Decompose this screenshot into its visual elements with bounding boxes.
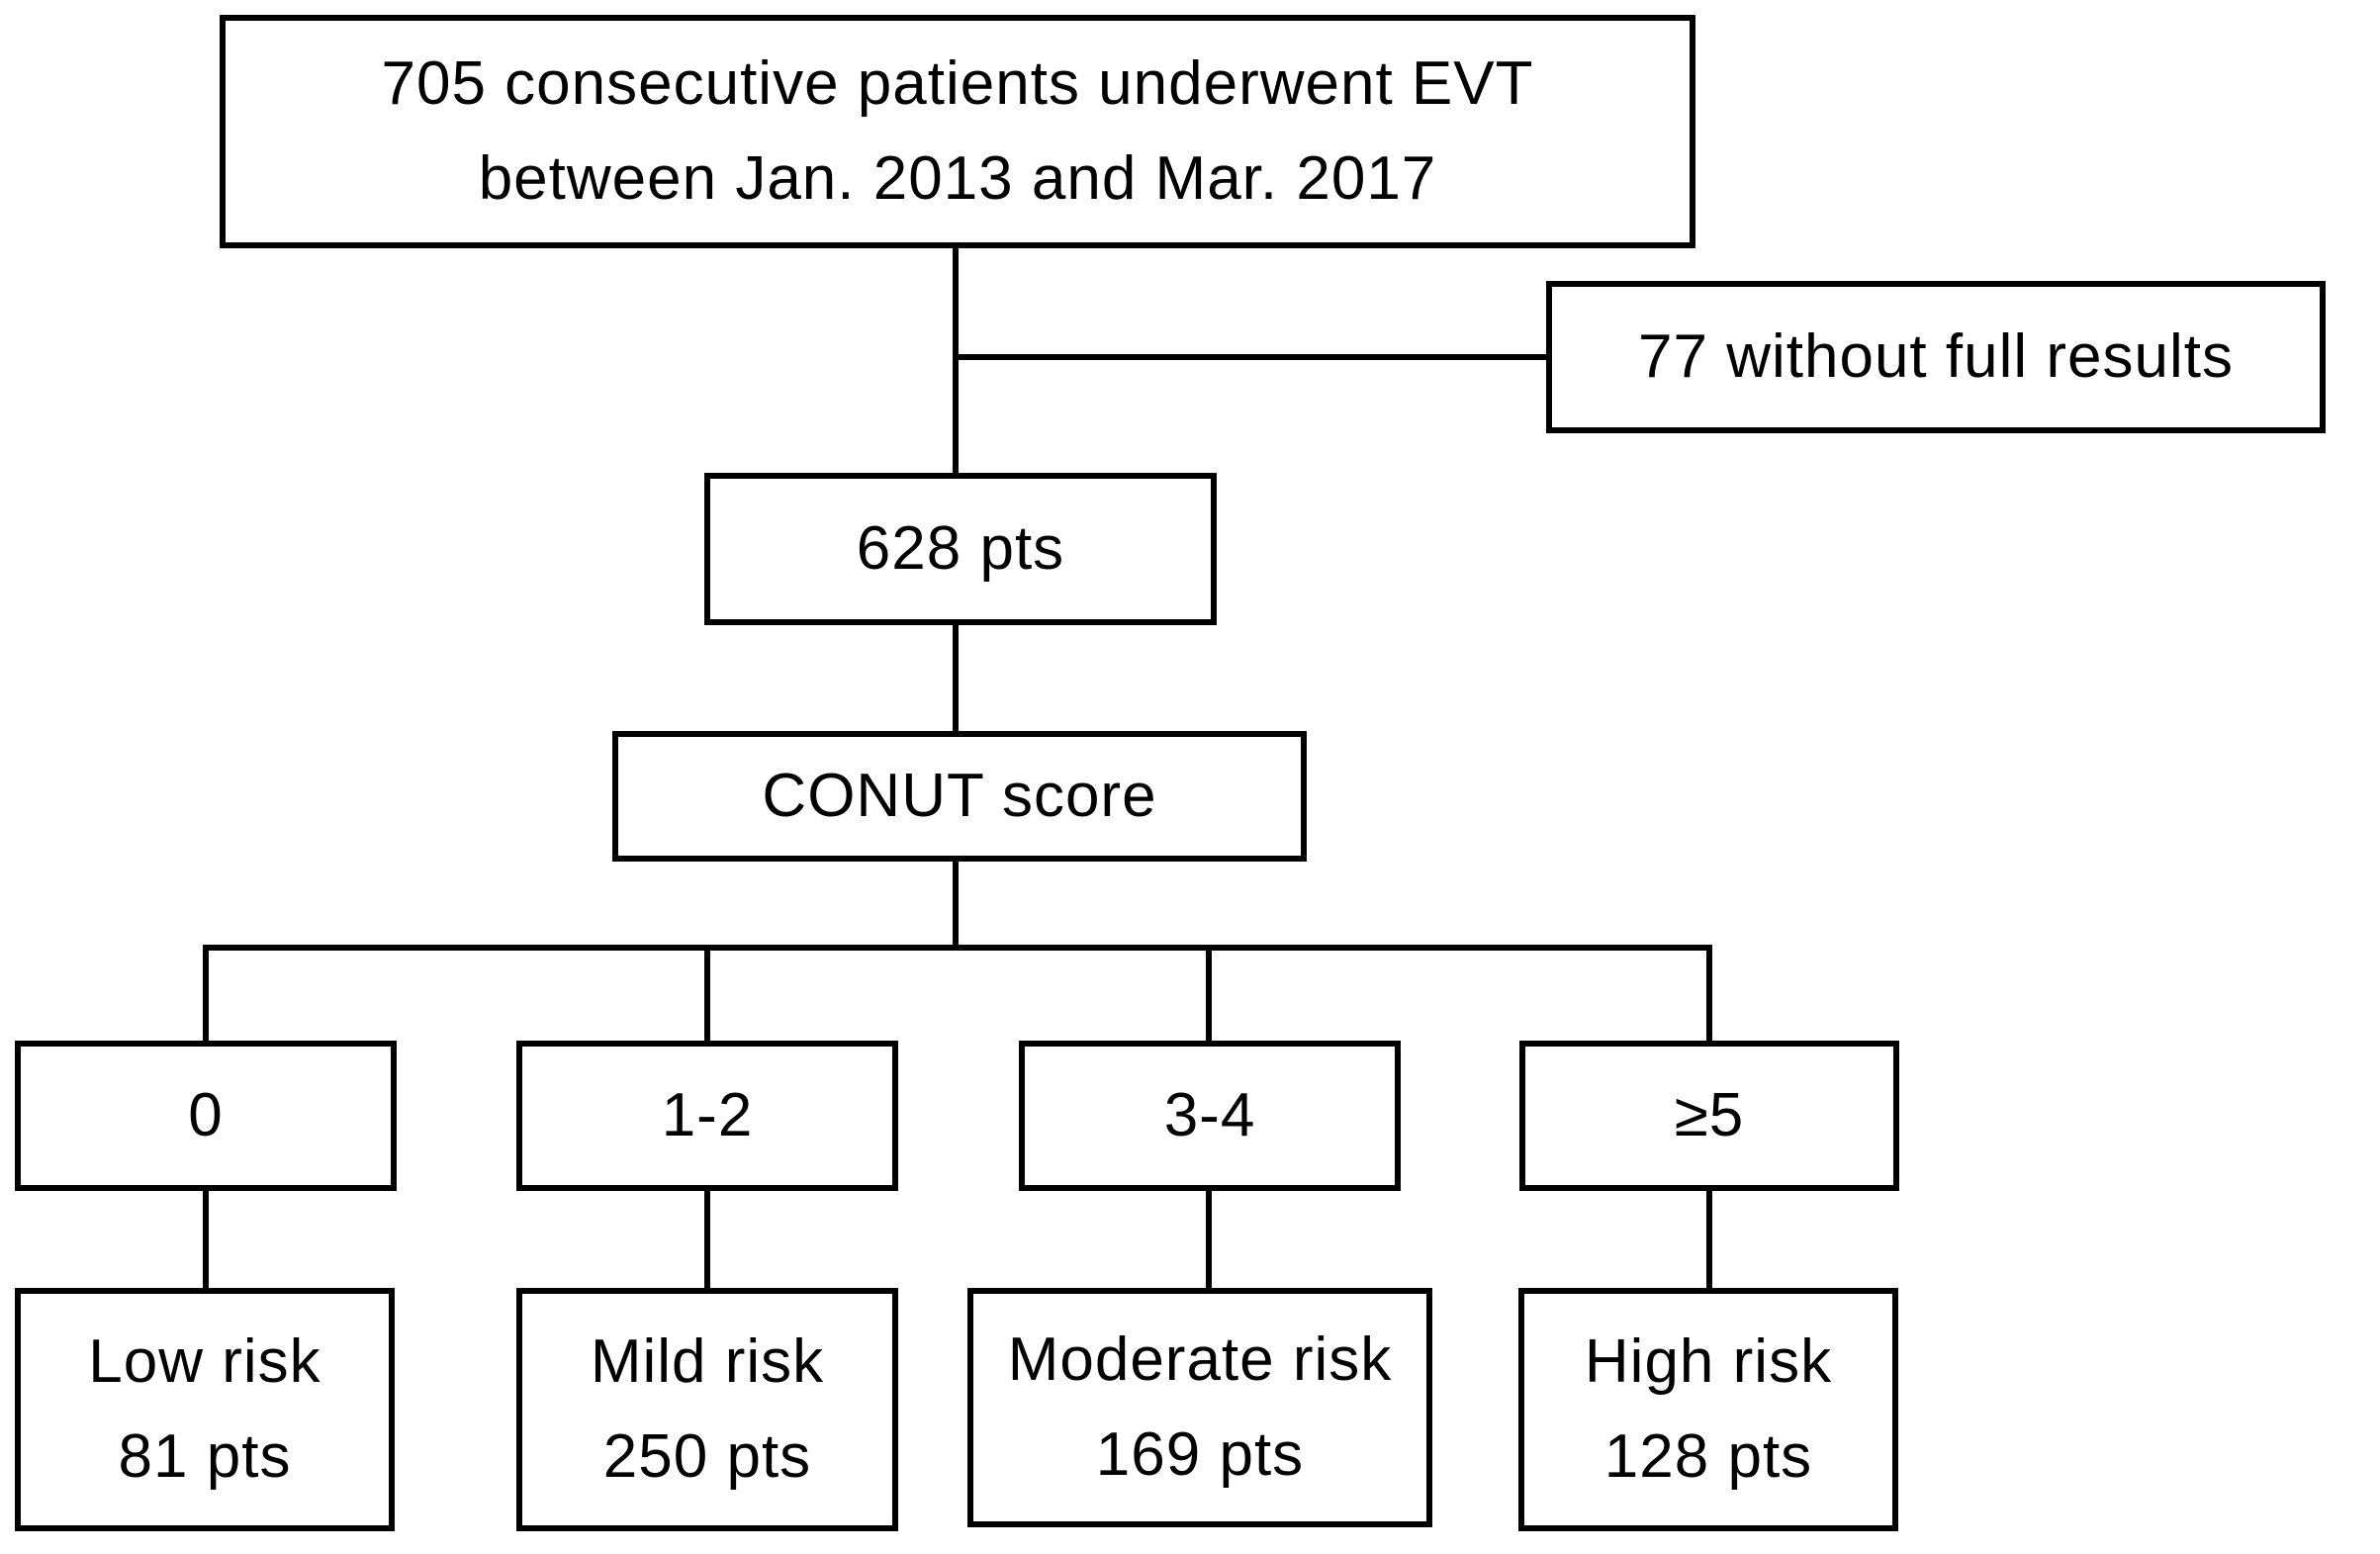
high-risk-line-1: High risk [1584,1327,1833,1396]
mild-risk-line-2: 250 pts [602,1422,812,1491]
connector-included-assessment [953,623,959,734]
node-score-1-2: 1-2 [516,1041,898,1191]
connector-drop-score-1-2 [704,945,710,1043]
connector-score-3-4-moderate-risk [1206,1189,1212,1290]
connector-drop-score-0 [203,945,209,1043]
node-conut-score: CONUT score [612,731,1307,862]
score-3-4-label: 3-4 [1163,1081,1256,1149]
connector-score-0-low-risk [203,1189,209,1290]
connector-drop-score-3-4 [1206,945,1212,1043]
connector-distributor-bar [203,945,1712,951]
score-0-label: 0 [188,1081,224,1149]
node-moderate-risk: Moderate risk 169 pts [967,1288,1432,1527]
connector-excluded-branch [953,354,1552,360]
mild-risk-line-1: Mild risk [590,1327,825,1396]
low-risk-line-2: 81 pts [118,1422,292,1491]
node-mild-risk: Mild risk 250 pts [516,1288,898,1531]
connector-score-1-2-mild-risk [704,1189,710,1290]
score-1-2-label: 1-2 [661,1081,754,1149]
enrollment-line-2: between Jan. 2013 and Mar. 2017 [478,144,1437,213]
conut-score-label: CONUT score [762,762,1157,830]
node-included-patients: 628 pts [704,473,1217,625]
excluded-label: 77 without full results [1638,322,2234,391]
node-score-ge-5: ≥5 [1519,1041,1899,1191]
included-label: 628 pts [856,514,1065,583]
node-low-risk: Low risk 81 pts [15,1288,395,1531]
enrollment-line-1: 705 consecutive patients underwent EVT [381,49,1534,118]
high-risk-line-2: 128 pts [1603,1422,1813,1491]
moderate-risk-line-2: 169 pts [1095,1420,1305,1489]
node-enrollment: 705 consecutive patients underwent EVT b… [220,15,1695,248]
score-ge-5-label: ≥5 [1674,1081,1745,1149]
node-score-0: 0 [15,1041,397,1191]
connector-assessment-down [953,860,959,951]
low-risk-line-1: Low risk [88,1327,321,1396]
connector-drop-score-ge-5 [1706,945,1712,1043]
moderate-risk-line-1: Moderate risk [1007,1325,1393,1394]
node-excluded: 77 without full results [1546,281,2326,433]
node-high-risk: High risk 128 pts [1518,1288,1898,1531]
node-score-3-4: 3-4 [1019,1041,1401,1191]
connector-score-ge-5-high-risk [1706,1189,1712,1290]
connector-enrollment-down [953,246,959,474]
